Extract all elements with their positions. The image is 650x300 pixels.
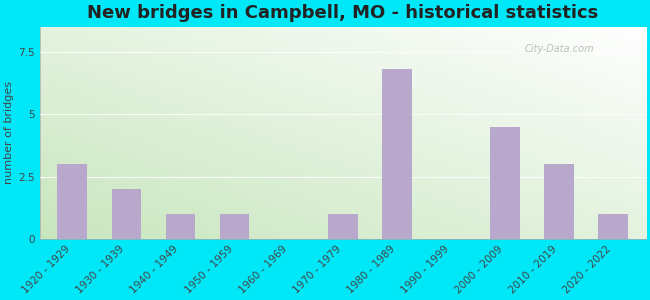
- Title: New bridges in Campbell, MO - historical statistics: New bridges in Campbell, MO - historical…: [87, 4, 599, 22]
- Bar: [599, 214, 629, 239]
- Bar: [328, 214, 358, 239]
- Bar: [382, 69, 412, 239]
- Text: City-Data.com: City-Data.com: [525, 44, 594, 53]
- Bar: [57, 164, 87, 239]
- Bar: [545, 164, 574, 239]
- Bar: [220, 214, 250, 239]
- Bar: [490, 127, 520, 239]
- Bar: [112, 189, 141, 239]
- Y-axis label: number of bridges: number of bridges: [4, 81, 14, 184]
- Bar: [166, 214, 196, 239]
